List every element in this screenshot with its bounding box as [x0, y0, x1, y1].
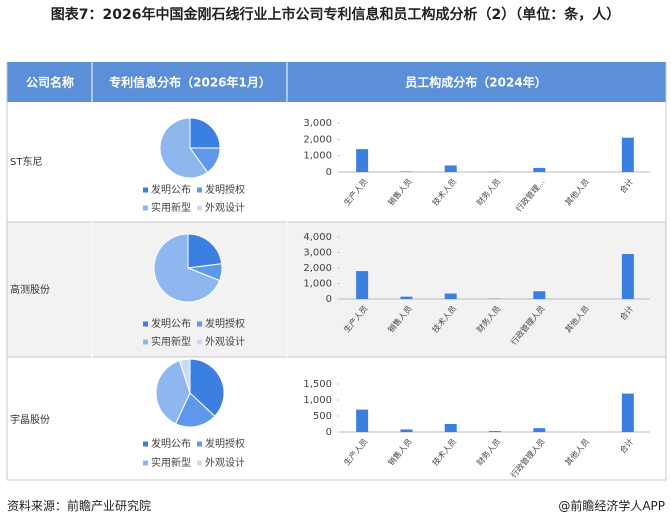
pie-slice [187, 233, 223, 269]
pie-slice [189, 117, 221, 149]
y-tick-label: 2,000 [303, 263, 332, 274]
company-name: 宇晶股份 [10, 413, 50, 426]
legend-marker [197, 321, 202, 327]
header-cell: 公司名称 [26, 75, 74, 90]
bar [533, 167, 546, 172]
y-tick-label: 0 [326, 167, 332, 178]
header-cell: 员工构成分布（2024年） [405, 75, 546, 90]
y-tick-label: 0 [326, 427, 332, 438]
pie-slice [174, 392, 216, 428]
row-bg [7, 102, 666, 222]
legend-marker [143, 441, 148, 447]
header-row [7, 62, 666, 102]
pie-slice [189, 358, 225, 417]
row-bg [7, 222, 666, 357]
bar [533, 291, 546, 299]
y-tick-label: 3,000 [303, 248, 332, 259]
legend-label: 发明公布 [151, 317, 191, 330]
legend-label: 实用新型 [151, 201, 191, 214]
bar [444, 293, 457, 299]
bar [533, 428, 546, 432]
header-cell: 专利信息分布（2026年1月） [109, 75, 271, 90]
pie-slice [178, 358, 191, 394]
bar [621, 254, 634, 299]
legend-marker [197, 441, 202, 447]
legend-marker [143, 339, 148, 345]
row-bg [7, 357, 666, 480]
footer: @前瞻经济学人APP [558, 499, 665, 513]
legend-marker [143, 460, 148, 466]
legend-marker [143, 321, 148, 327]
bar [444, 165, 457, 172]
bar [621, 137, 634, 172]
legend-label: 发明授权 [205, 437, 245, 450]
bar [444, 424, 457, 432]
pie-slice [155, 360, 191, 425]
legend-label: 外观设计 [205, 456, 245, 469]
bar [489, 431, 501, 432]
y-tick-label: 1,000 [303, 395, 332, 406]
legend-label: 外观设计 [205, 201, 245, 214]
legend-marker [143, 205, 148, 211]
pie-slice [159, 117, 209, 179]
legend-label: 外观设计 [205, 335, 245, 348]
legend-label: 实用新型 [151, 456, 191, 469]
legend-label: 发明授权 [205, 317, 245, 330]
y-tick-label: 3,000 [303, 118, 332, 129]
y-tick-label: 4,000 [303, 232, 332, 243]
legend-marker [197, 205, 202, 211]
y-tick-label: 2,000 [303, 134, 332, 145]
title: 图表7：2026年中国金刚石线行业上市公司专利信息和员工构成分析（2）（单位：条… [50, 7, 621, 23]
legend-label: 发明公布 [151, 183, 191, 196]
legend-label: 发明授权 [205, 183, 245, 196]
company-name: ST东尼 [10, 155, 42, 168]
pie-slice [153, 233, 221, 303]
bar [356, 409, 369, 432]
legend-label: 发明公布 [151, 437, 191, 450]
y-tick-label: 500 [313, 411, 332, 422]
legend-marker [197, 339, 202, 345]
cell-borders [6, 62, 667, 481]
y-tick-label: 1,000 [303, 279, 332, 290]
bar [400, 429, 413, 432]
legend-marker [197, 187, 202, 193]
y-tick-label: 0 [326, 294, 332, 305]
bar [621, 393, 634, 432]
legend-marker [143, 187, 148, 193]
bar [356, 149, 369, 172]
company-name: 高测股份 [10, 283, 50, 296]
bar [400, 296, 413, 299]
source: 资料来源：前瞻产业研究院 [7, 499, 152, 513]
y-tick-label: 1,000 [303, 151, 332, 162]
y-tick-label: 1,500 [303, 379, 332, 390]
legend-label: 实用新型 [151, 335, 191, 348]
bar [356, 271, 369, 299]
legend-marker [197, 460, 202, 466]
